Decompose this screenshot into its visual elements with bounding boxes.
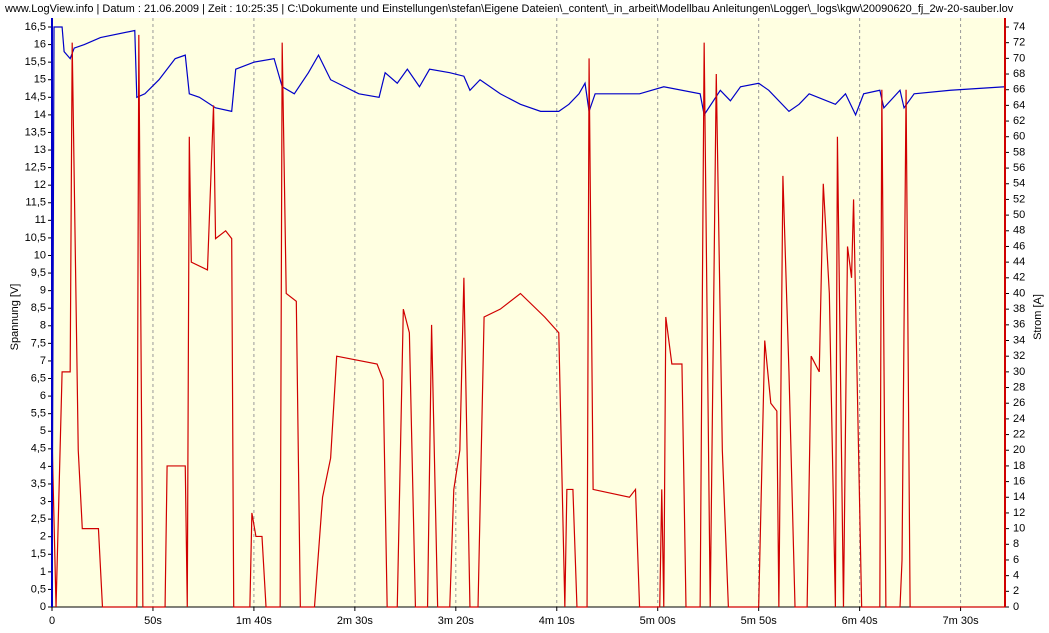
y2-tick-label: 34 <box>1013 334 1025 346</box>
y-tick-label: 3 <box>40 495 46 507</box>
y2-tick-label: 70 <box>1013 52 1025 64</box>
y2-tick-label: 32 <box>1013 350 1025 362</box>
y2-tick-label: 36 <box>1013 319 1025 331</box>
y2-tick-label: 12 <box>1013 507 1025 519</box>
y-tick-label: 14,5 <box>25 91 46 103</box>
y-tick-label: 15 <box>34 74 46 86</box>
x-tick-label: 2m 30s <box>337 615 374 627</box>
y2-tick-label: 22 <box>1013 428 1025 440</box>
y-tick-label: 13 <box>34 144 46 156</box>
y2-tick-label: 62 <box>1013 115 1025 127</box>
x-tick-label: 4m 10s <box>539 615 576 627</box>
y-tick-label: 4 <box>40 460 46 472</box>
y2-tick-label: 28 <box>1013 381 1025 393</box>
y-tick-label: 8 <box>40 320 46 332</box>
y2-tick-label: 58 <box>1013 146 1025 158</box>
y2-tick-label: 24 <box>1013 413 1025 425</box>
y2-tick-label: 42 <box>1013 272 1025 284</box>
y2-tick-label: 16 <box>1013 476 1025 488</box>
y-tick-label: 8,5 <box>31 302 46 314</box>
y2-tick-label: 38 <box>1013 303 1025 315</box>
chart-title: www.LogView.info | Datum : 21.06.2009 | … <box>4 3 1014 15</box>
x-tick-label: 50s <box>144 615 162 627</box>
y-axis-label: Spannung [V] <box>9 284 21 351</box>
y2-tick-label: 2 <box>1013 585 1019 597</box>
y2-tick-label: 40 <box>1013 287 1025 299</box>
x-tick-label: 3m 20s <box>438 615 475 627</box>
y-tick-label: 16 <box>34 38 46 50</box>
x-tick-label: 7m 30s <box>943 615 980 627</box>
y2-tick-label: 46 <box>1013 240 1025 252</box>
y2-tick-label: 48 <box>1013 225 1025 237</box>
y2-tick-label: 64 <box>1013 99 1025 111</box>
y2-tick-label: 52 <box>1013 193 1025 205</box>
x-tick-label: 0 <box>49 615 55 627</box>
y2-tick-label: 74 <box>1013 21 1025 33</box>
y-tick-label: 4,5 <box>31 443 46 455</box>
y-tick-label: 11,5 <box>25 197 46 209</box>
y2-tick-label: 20 <box>1013 444 1025 456</box>
y-tick-label: 9,5 <box>31 267 46 279</box>
y-tick-label: 2 <box>40 531 46 543</box>
x-tick-label: 5m 50s <box>741 615 778 627</box>
y2-tick-label: 10 <box>1013 523 1025 535</box>
y-tick-label: 16,5 <box>25 21 46 33</box>
y2-tick-label: 68 <box>1013 68 1025 80</box>
y2-tick-label: 4 <box>1013 570 1019 582</box>
x-tick-label: 1m 40s <box>236 615 273 627</box>
y2-tick-label: 8 <box>1013 538 1019 550</box>
y2-tick-label: 50 <box>1013 209 1025 221</box>
y-tick-label: 10 <box>34 249 46 261</box>
y2-tick-label: 18 <box>1013 460 1025 472</box>
y-tick-label: 12 <box>34 179 46 191</box>
y-tick-label: 9 <box>40 285 46 297</box>
y-tick-label: 14 <box>34 109 46 121</box>
y-tick-label: 5,5 <box>31 408 46 420</box>
y-tick-label: 12,5 <box>25 162 46 174</box>
y2-tick-label: 72 <box>1013 37 1025 49</box>
y-tick-label: 5 <box>40 425 46 437</box>
y2-tick-label: 14 <box>1013 491 1025 503</box>
series-line <box>51 26 1006 608</box>
x-tick-label: 6m 40s <box>842 615 879 627</box>
x-tick-label: 5m 00s <box>640 615 677 627</box>
y-tick-label: 1,5 <box>31 548 46 560</box>
y-tick-label: 2,5 <box>31 513 46 525</box>
y-tick-label: 1 <box>40 566 46 578</box>
y2-tick-label: 44 <box>1013 256 1025 268</box>
y2-axis-label: Strom [A] <box>1032 294 1044 340</box>
y2-tick-label: 0 <box>1013 601 1019 613</box>
y2-tick-label: 26 <box>1013 397 1025 409</box>
y-tick-label: 6,5 <box>31 372 46 384</box>
y-tick-label: 13,5 <box>25 126 46 138</box>
y2-tick-label: 30 <box>1013 366 1025 378</box>
y-tick-label: 15,5 <box>25 56 46 68</box>
y-tick-label: 11 <box>35 214 46 226</box>
y-tick-label: 3,5 <box>31 478 46 490</box>
plot-area <box>52 18 1005 607</box>
y-tick-label: 0,5 <box>31 583 46 595</box>
y2-tick-label: 60 <box>1013 131 1025 143</box>
y-tick-label: 10,5 <box>25 232 46 244</box>
y2-tick-label: 54 <box>1013 178 1025 190</box>
y2-tick-label: 56 <box>1013 162 1025 174</box>
y-tick-label: 7 <box>40 355 46 367</box>
series-line <box>51 34 1005 608</box>
y-tick-label: 6 <box>40 390 46 402</box>
y2-tick-label: 66 <box>1013 84 1025 96</box>
y2-tick-label: 6 <box>1013 554 1019 566</box>
y-tick-label: 7,5 <box>31 337 46 349</box>
y-tick-label: 0 <box>40 601 46 613</box>
